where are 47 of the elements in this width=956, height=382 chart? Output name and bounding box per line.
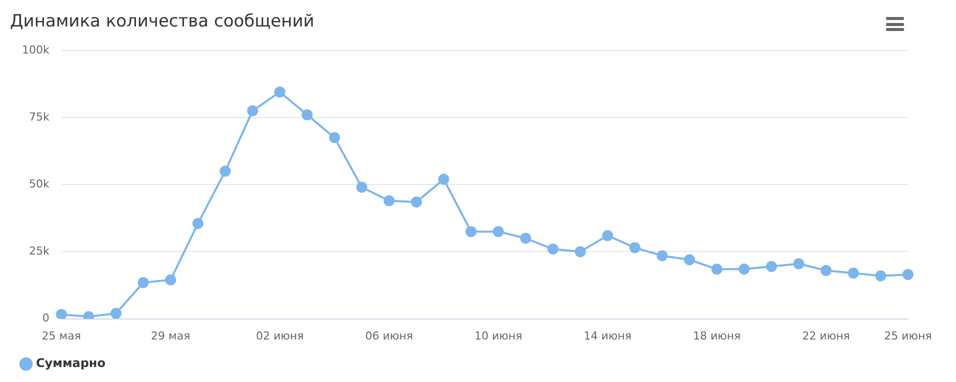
legend-label: Суммарно <box>36 356 106 370</box>
point <box>138 277 149 288</box>
point <box>356 182 368 193</box>
point <box>274 86 286 98</box>
y-tick-label: 75k <box>28 110 50 124</box>
chart-title: Динамика количества сообщений <box>10 12 314 32</box>
x-tick-label: 02 июня <box>256 329 304 342</box>
point <box>492 226 504 238</box>
point <box>684 254 696 266</box>
x-tick-label: 14 июня <box>584 329 632 342</box>
x-tick-label: 22 июня <box>802 329 850 342</box>
y-tick-label: 25k <box>28 244 50 258</box>
point <box>438 174 450 185</box>
point <box>328 132 340 144</box>
point <box>110 308 122 319</box>
point <box>711 264 722 275</box>
point <box>410 196 422 208</box>
x-tick-label: 18 июня <box>692 329 741 342</box>
y-tick-label: 50k <box>28 177 50 190</box>
point <box>220 166 231 177</box>
point <box>466 226 477 238</box>
x-tick-label: 29 мая <box>151 329 190 342</box>
point <box>247 105 258 116</box>
point <box>302 109 313 120</box>
x-tick-label: 25 июня <box>884 329 932 342</box>
point <box>629 242 640 254</box>
point <box>656 250 668 262</box>
point <box>384 195 395 206</box>
point <box>766 260 777 272</box>
x-tick-label: 06 июня <box>365 329 413 342</box>
point <box>793 258 804 270</box>
point <box>602 230 614 242</box>
point <box>902 269 914 280</box>
point <box>520 232 532 244</box>
point <box>738 264 750 275</box>
point <box>820 264 832 276</box>
point <box>875 270 886 282</box>
x-tick-label: 10 июня <box>474 329 522 342</box>
point <box>192 218 204 230</box>
y-tick-label: 0 <box>42 312 50 325</box>
point <box>165 274 176 286</box>
y-tick-label: 100k <box>22 43 50 56</box>
x-tick-label: 25 мая <box>42 329 81 342</box>
point <box>547 244 558 255</box>
point <box>56 309 67 319</box>
point <box>848 268 859 279</box>
point <box>574 246 586 258</box>
